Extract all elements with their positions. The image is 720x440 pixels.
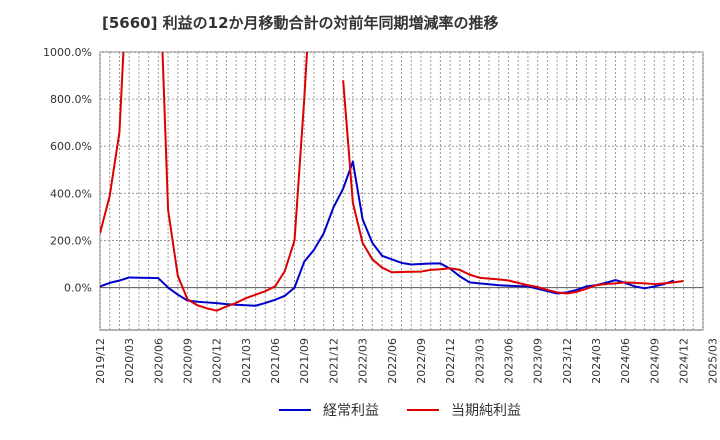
legend-line-red [407, 409, 439, 411]
x-tick-label: 2022/06 [386, 338, 399, 384]
x-tick-label: 2024/03 [590, 338, 603, 384]
x-tick-label: 2021/09 [298, 338, 311, 384]
x-tick-label: 2023/03 [473, 338, 486, 384]
legend-item-ordinary-profit: 経常利益 [279, 400, 379, 420]
series-lines [100, 52, 684, 312]
x-tick-label: 2023/06 [502, 338, 515, 384]
y-tick-label: 800.0% [50, 93, 92, 106]
y-tick-label: 1000.0% [43, 46, 92, 59]
series-line-net-profit [100, 52, 125, 234]
y-tick-label: 0.0% [64, 282, 92, 295]
x-tick-label: 2020/03 [123, 338, 136, 384]
series-line-net-profit [161, 52, 309, 312]
legend-item-net-profit: 当期純利益 [407, 400, 521, 420]
legend-label-ordinary-profit: 経常利益 [323, 403, 379, 419]
y-tick-label: 400.0% [50, 187, 92, 200]
y-axis-tick-labels: 0.0% 200.0% 400.0% 600.0% 800.0% 1000.0% [43, 46, 92, 295]
x-axis-tick-labels: 2019/12 2020/03 2020/06 2020/09 2020/12 2021/… [94, 338, 720, 384]
chart-title: [5660] 利益の12か月移動合計の対前年同期増減率の推移 [102, 14, 499, 32]
x-tick-label: 2020/06 [152, 338, 165, 384]
series-line-net-profit [342, 80, 684, 295]
x-tick-label: 2024/09 [648, 338, 661, 384]
series-line-ordinary-profit [100, 160, 675, 307]
x-tick-label: 2023/09 [532, 338, 545, 384]
x-tick-label: 2021/06 [269, 338, 282, 384]
x-tick-label: 2025/03 [707, 338, 720, 384]
x-tick-label: 2023/12 [561, 338, 574, 384]
x-tick-label: 2024/12 [678, 338, 691, 384]
x-tick-label: 2020/12 [211, 338, 224, 384]
x-tick-label: 2019/12 [94, 338, 107, 384]
x-tick-label: 2022/03 [357, 338, 370, 384]
legend: 経常利益 当期純利益 [0, 400, 720, 430]
y-tick-label: 200.0% [50, 234, 92, 247]
x-tick-label: 2020/09 [182, 338, 195, 384]
x-tick-label: 2022/09 [415, 338, 428, 384]
x-tick-label: 2021/12 [327, 338, 340, 384]
y-gridlines [100, 51, 703, 289]
x-tick-label: 2022/12 [444, 338, 457, 384]
legend-label-net-profit: 当期純利益 [451, 403, 521, 419]
x-tick-label: 2024/06 [619, 338, 632, 384]
x-tick-label: 2021/03 [240, 338, 253, 384]
legend-line-blue [279, 409, 311, 411]
y-tick-label: 600.0% [50, 140, 92, 153]
